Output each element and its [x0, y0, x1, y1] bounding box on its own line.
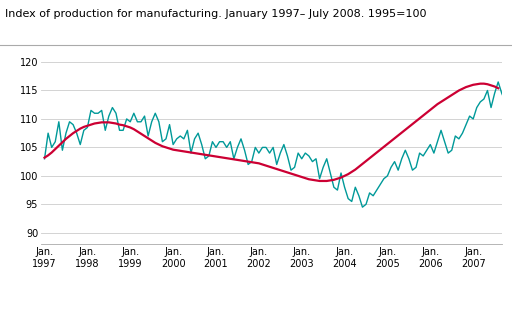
Trend	[41, 156, 48, 160]
Seasonally adjusted	[359, 205, 366, 209]
Seasonally adjusted	[59, 148, 66, 152]
Trend	[277, 168, 283, 172]
Seasonally adjusted	[41, 157, 48, 161]
Line: Seasonally adjusted: Seasonally adjusted	[45, 70, 512, 207]
Seasonally adjusted	[288, 168, 294, 172]
Trend	[477, 82, 483, 85]
Trend	[316, 179, 323, 183]
Trend	[495, 86, 501, 90]
Seasonally adjusted	[70, 123, 76, 126]
Seasonally adjusted	[249, 160, 255, 163]
Trend	[227, 157, 233, 161]
Trend	[209, 154, 216, 158]
Seasonally adjusted	[131, 111, 137, 115]
Seasonally adjusted	[92, 111, 98, 115]
Trend	[481, 82, 487, 85]
Trend	[152, 141, 158, 145]
Line: Trend: Trend	[45, 84, 498, 181]
Trend	[434, 102, 440, 106]
Text: Index of production for manufacturing. January 1997– July 2008. 1995=100: Index of production for manufacturing. J…	[5, 9, 426, 19]
